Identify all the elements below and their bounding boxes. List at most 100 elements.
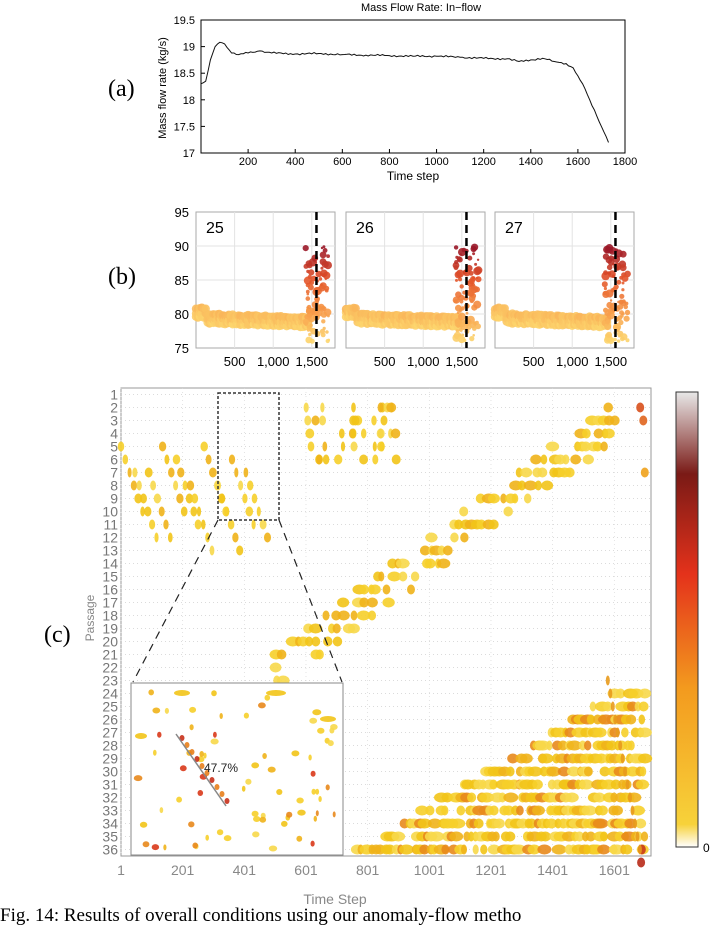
heatmap-cell <box>307 441 315 452</box>
heatmap-xtick-label: 1001 <box>414 862 445 878</box>
heatmap-cell <box>570 454 582 465</box>
chart-b-point <box>305 336 313 344</box>
inset-cell <box>251 810 259 817</box>
inset-cell <box>197 790 204 796</box>
heatmap-cell <box>639 415 648 426</box>
chart-b-point <box>325 338 330 344</box>
passage-label: 29 <box>102 751 118 767</box>
inset-cell <box>286 811 293 818</box>
heatmap-cell <box>450 818 466 829</box>
inset-cell <box>203 752 207 759</box>
chart-b-point <box>306 328 311 332</box>
chart-b-subplot-27: 27 500 1,000 1,500 <box>490 211 635 369</box>
inset-cell <box>176 796 183 803</box>
heatmap-cell <box>436 558 451 569</box>
inset-cell <box>163 844 167 851</box>
inset-trend-line <box>175 733 227 807</box>
passage-label: 33 <box>102 803 118 819</box>
inset-cell <box>320 716 336 722</box>
heatmap-cell <box>516 805 524 816</box>
heatmap-cell <box>621 727 629 738</box>
heatmap-cell <box>371 415 377 426</box>
heatmap-cell <box>173 480 179 491</box>
heatmap-cell <box>303 402 309 413</box>
heatmap-cell <box>511 493 519 504</box>
inset-cell <box>311 788 316 795</box>
chart-a-xtick-label: 400 <box>286 156 304 168</box>
chart-a-xtick-label: 600 <box>333 156 351 168</box>
chart-b-point <box>459 299 464 304</box>
passage-label: 11 <box>103 517 118 533</box>
passage-label: 4 <box>110 426 118 442</box>
heatmap-cell <box>369 584 381 595</box>
heatmap-cell <box>419 545 431 556</box>
heatmap-cell <box>603 428 615 439</box>
inset-cell <box>204 770 210 776</box>
heatmap-cell <box>251 493 258 504</box>
passage-label: 1 <box>110 387 118 403</box>
chart-b-point <box>320 246 324 250</box>
heatmap-cell <box>308 623 323 634</box>
inset-cell <box>309 717 318 724</box>
heatmap-cell <box>359 454 369 465</box>
inset-cell <box>142 841 150 848</box>
chart-b-point <box>607 271 611 275</box>
heatmap-cell <box>605 675 610 686</box>
chart-b-point <box>468 278 475 285</box>
inset-cell <box>189 706 197 713</box>
chart-b-point <box>469 336 475 342</box>
heatmap-cell <box>359 597 369 608</box>
heatmap-cell <box>276 649 287 660</box>
chart-b-point <box>455 329 460 333</box>
passage-label: 24 <box>102 686 118 702</box>
chart-a-ytick-label: 18 <box>183 95 195 107</box>
chart-b-point <box>320 283 323 286</box>
heatmap-cell <box>506 766 515 777</box>
heatmap-cell <box>600 831 608 842</box>
heatmap-cell <box>534 740 551 751</box>
heatmap-cell <box>140 493 147 504</box>
chart-b-xtick-label: 1,000 <box>257 354 290 369</box>
heatmap-cell <box>545 441 560 452</box>
heatmap-cell <box>593 792 606 803</box>
chart-b-point <box>459 284 464 289</box>
chart-b-point <box>303 276 312 285</box>
heatmap-cell <box>425 805 435 816</box>
chart-b-point <box>475 323 481 330</box>
inset-cell <box>157 731 162 738</box>
inset-cell <box>315 810 319 817</box>
chart-b-point <box>610 288 616 293</box>
chart-b-point <box>619 250 627 258</box>
heatmap-cell <box>584 740 592 751</box>
heatmap-cell <box>635 831 640 842</box>
heatmap-cell <box>136 480 142 491</box>
chart-b-point <box>602 253 610 260</box>
heatmap-cell <box>351 415 360 426</box>
heatmap-cell <box>630 805 635 816</box>
inset-cell <box>268 845 278 852</box>
heatmap-cell <box>205 532 210 543</box>
inset-cell <box>199 751 204 757</box>
inset-cell <box>219 791 225 797</box>
heatmap-cell <box>391 454 401 465</box>
heatmap-cell <box>247 480 254 491</box>
chart-b-point <box>456 256 462 262</box>
heatmap-cell <box>493 818 505 829</box>
heatmap-cell <box>592 818 609 829</box>
chart-b-point <box>327 314 330 318</box>
chart-b-ytick-label: 85 <box>175 273 189 288</box>
chart-b-point <box>621 281 625 285</box>
chart-b-subplot-label: 26 <box>356 220 374 237</box>
chart-b-point <box>472 326 477 331</box>
heatmap-cell <box>164 454 170 465</box>
heatmap-cell <box>382 597 395 608</box>
heatmap-cell <box>163 519 169 530</box>
chart-b-point <box>461 333 465 337</box>
chart-b-point <box>473 322 477 326</box>
heatmap-xtick-label: 801 <box>356 862 380 878</box>
heatmap-cell <box>606 740 618 751</box>
heatmap-cell <box>599 766 611 777</box>
heatmap-cell <box>507 753 519 764</box>
inset-cell <box>210 738 219 745</box>
chart-b-point <box>453 299 458 304</box>
